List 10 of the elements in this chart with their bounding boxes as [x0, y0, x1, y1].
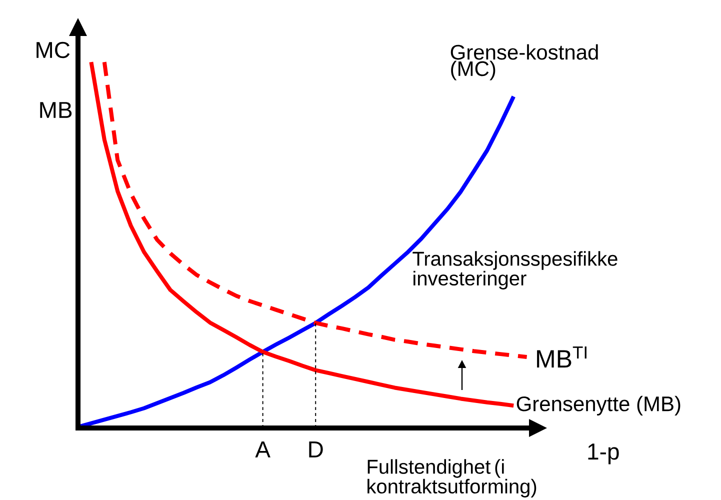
- x-tick-label: A: [255, 442, 270, 458]
- x-tick-label: D: [309, 442, 323, 458]
- y-axis-title: MC: [36, 42, 70, 58]
- text: MB: [40, 102, 72, 118]
- text: Fullstendighet (i kontraktsutforming): [368, 459, 536, 498]
- x-axis-title: 1-p: [588, 444, 619, 464]
- series-label: Grensenytte (MB): [516, 396, 680, 416]
- series-label: Grense-kostnad (MC): [450, 44, 598, 80]
- series-label: MB$^{TI}$: [537, 346, 586, 368]
- annotation: Transaksjonsspesifikke investeringer: [412, 251, 618, 290]
